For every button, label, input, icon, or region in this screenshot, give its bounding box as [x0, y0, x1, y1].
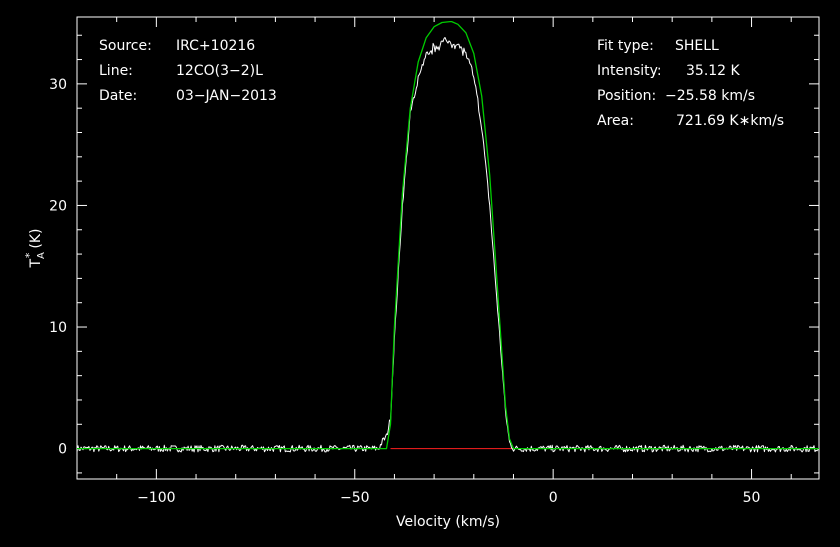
header-fit-type-label: Fit type:: [597, 38, 654, 54]
y-tick-label: 10: [49, 320, 67, 336]
y-axis-label: TA* (K): [23, 228, 47, 268]
y-axis-label-main: T: [28, 259, 44, 269]
series-layer: [76, 20, 820, 453]
header-left: Source: IRC+10216 Line: 12CO(3−2)L Date:…: [99, 38, 277, 104]
header-source-value: IRC+10216: [176, 38, 255, 54]
header-area-value: 721.69 K∗km/s: [676, 113, 784, 129]
header-date-value: 03−JAN−2013: [176, 88, 277, 104]
header-line-label: Line:: [99, 63, 133, 79]
y-axis-label-unit: (K): [28, 228, 44, 248]
axis-ticks: [76, 17, 819, 479]
header-fit-type-value: SHELL: [675, 38, 719, 54]
fit-line: [77, 20, 819, 450]
y-axis-label-sub: A: [36, 252, 47, 259]
header-source-label: Source:: [99, 38, 152, 54]
header-position-label: Position:: [597, 88, 656, 104]
x-tick-label: 0: [549, 490, 558, 506]
plot-frame: [76, 16, 820, 480]
header-line-value: 12CO(3−2)L: [176, 63, 263, 79]
x-axis-label: Velocity (km/s): [396, 514, 500, 530]
header-right: Fit type: SHELL Intensity: 35.12 K Posit…: [597, 38, 784, 129]
x-tick-label: −50: [340, 490, 370, 506]
header-intensity-label: Intensity:: [597, 63, 662, 79]
y-tick-label: 0: [58, 442, 67, 458]
header-position-value: −25.58 km/s: [665, 88, 755, 104]
header-intensity-value: 35.12 K: [686, 63, 741, 79]
y-axis-label-text: TA* (K): [23, 228, 47, 268]
x-tick-label: −100: [137, 490, 175, 506]
x-tick-label: 50: [743, 490, 761, 506]
header-area-label: Area:: [597, 113, 634, 129]
y-tick-label: 20: [49, 198, 67, 214]
y-tick-label: 30: [49, 77, 67, 93]
y-axis-label-sup: *: [23, 252, 36, 258]
axis-tick-labels: −100 −50 0 50 0 10 20 30: [49, 77, 760, 506]
spectrum-line: [76, 37, 820, 453]
header-date-label: Date:: [99, 88, 137, 104]
